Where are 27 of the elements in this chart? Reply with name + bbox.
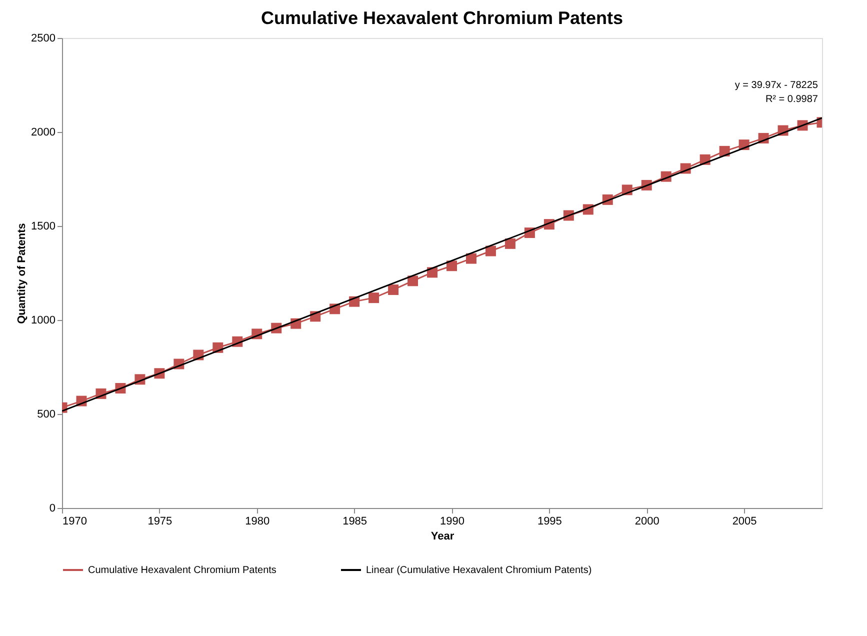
y-tick-label: 1500 xyxy=(31,220,56,232)
y-tick-label: 2000 xyxy=(31,126,56,138)
y-axis-title: Quantity of Patents xyxy=(16,223,28,324)
point xyxy=(446,260,457,272)
annotation: R² = 0.9987 xyxy=(765,94,818,105)
x-tick-label: 1980 xyxy=(245,516,270,528)
point xyxy=(466,253,476,264)
x-tick-label: 1990 xyxy=(440,516,464,528)
point xyxy=(408,276,418,286)
y-tick-label: 1000 xyxy=(31,314,56,326)
y-tick-label: 0 xyxy=(49,502,56,514)
x-tick-label: 1985 xyxy=(342,516,368,528)
legend-label: Cumulative Hexavalent Chromium Patents xyxy=(88,565,276,576)
x-tick-label: 2005 xyxy=(732,516,757,528)
point xyxy=(388,284,399,295)
legend-label: Linear (Cumulative Hexavalent Chromium Patents) xyxy=(366,565,592,576)
x-tick-label: 2000 xyxy=(634,516,660,528)
y-tick-label: 500 xyxy=(37,408,56,420)
x-axis-title: Year xyxy=(430,530,455,542)
x-tick-label: 1970 xyxy=(62,516,87,528)
annotation: y = 39.97x - 78225 xyxy=(734,80,818,91)
x-tick-label: 1995 xyxy=(537,516,562,528)
chart-title: Cumulative Hexavalent Chromium Patents xyxy=(260,8,624,28)
y-tick-label: 2500 xyxy=(31,32,56,44)
point xyxy=(504,238,516,249)
x-tick-label: 1975 xyxy=(148,516,172,528)
point xyxy=(368,292,380,304)
